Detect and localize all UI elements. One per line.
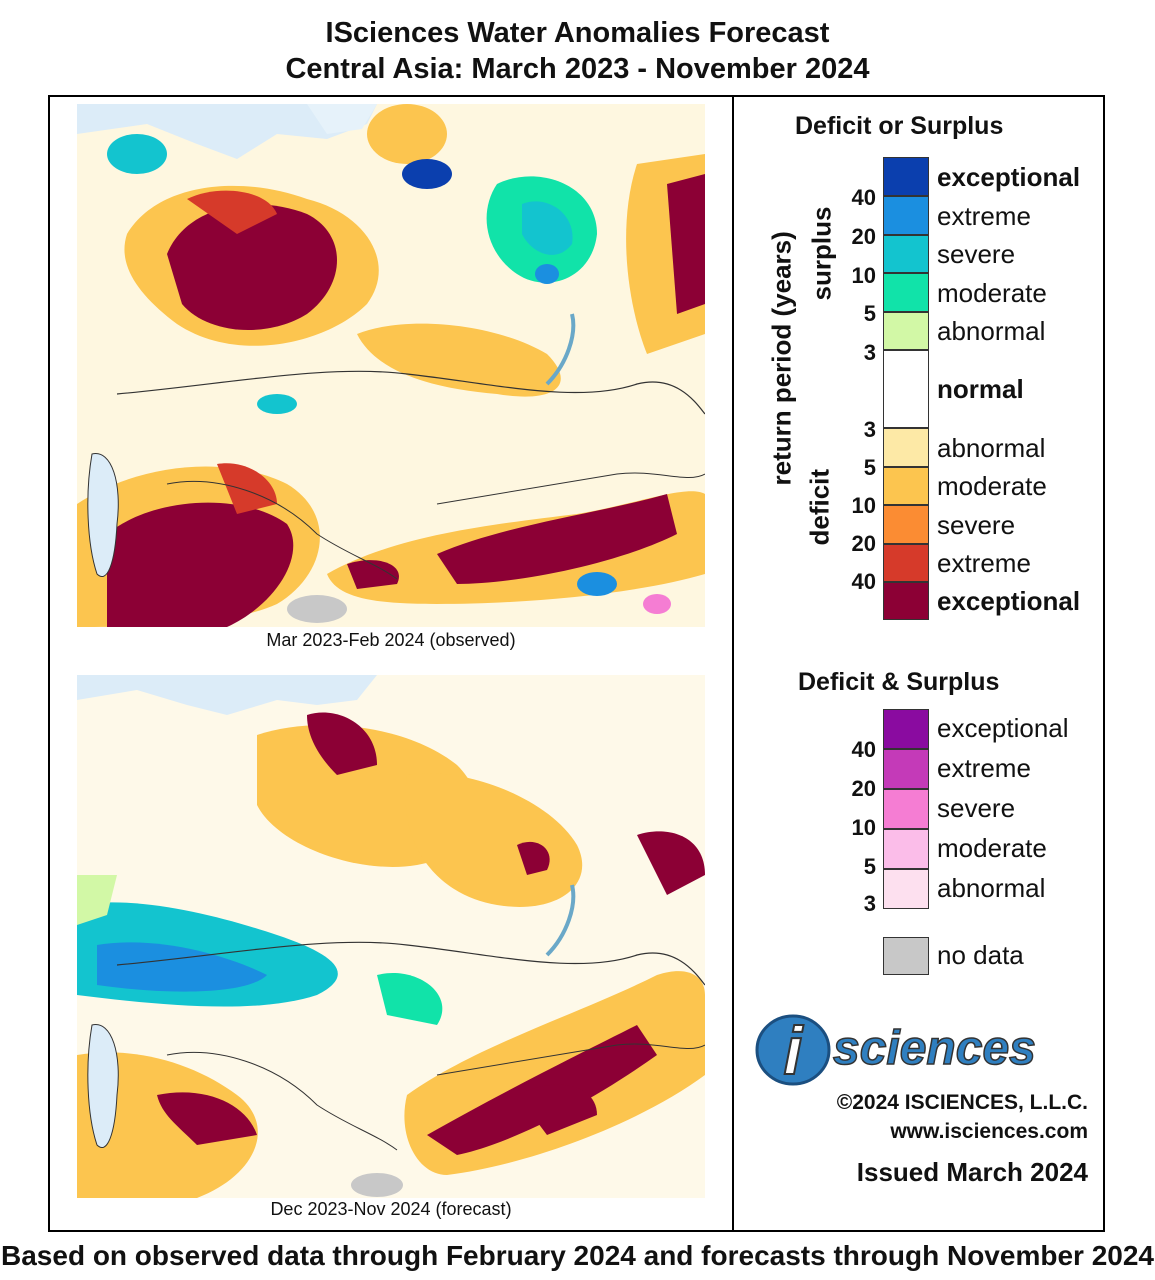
legend-axis-label: return period (years)	[766, 231, 797, 486]
legend-swatch-deficit-severe	[883, 505, 929, 544]
logo-word: sciences	[833, 1022, 1036, 1075]
forecast-map-caption: Dec 2023-Nov 2024 (forecast)	[270, 1199, 512, 1219]
legend-swatch-surplus-extreme	[883, 196, 929, 235]
legend-surplus-number: 10	[851, 263, 876, 288]
legend-surplus-number: 20	[851, 224, 876, 249]
legend-surplus-number: 5	[863, 301, 876, 326]
legend-label-normal: normal	[937, 374, 1024, 404]
legend-swatch-surplus-severe	[883, 235, 929, 273]
title-line-1: ISciences Water Anomalies Forecast	[325, 17, 830, 49]
legend-both-number: 3	[863, 891, 876, 916]
website-link[interactable]: www.isciences.com	[890, 1120, 1088, 1143]
legend-both-label-extreme: extreme	[937, 753, 1031, 783]
legend-both-label-abnormal: abnormal	[937, 873, 1046, 903]
legend-label-exceptional: exceptional	[937, 161, 1081, 192]
no-data-swatch	[883, 937, 929, 975]
panel-divider	[732, 95, 734, 1232]
footer-note: Based on observed data through February …	[1, 1240, 1154, 1271]
legend-surplus-number: 3	[863, 340, 876, 365]
legend-both-swatch-abnormal	[883, 869, 929, 909]
legend-deficit-number: 3	[863, 417, 876, 442]
observed-map-caption: Mar 2023-Feb 2024 (observed)	[266, 630, 516, 650]
legend-swatch-deficit-extreme	[883, 544, 929, 582]
legend-both-number: 5	[863, 854, 876, 879]
legend-swatch-surplus-exceptional	[883, 157, 929, 196]
legend-swatch-deficit-exceptional	[883, 582, 929, 620]
legend-both-label-exceptional: exceptional	[937, 713, 1069, 743]
legend-swatch-normal	[883, 350, 929, 428]
legend-label-abnormal: abnormal	[937, 316, 1046, 346]
legend-title: Deficit or Surplus	[795, 112, 1004, 140]
legend-swatch-surplus-moderate	[883, 273, 929, 312]
legend-both-swatch-severe	[883, 789, 929, 829]
legend-deficit-label: deficit	[804, 468, 835, 546]
isciences-logo: i sciences	[755, 1008, 1095, 1090]
legend-both-number: 20	[851, 776, 876, 801]
copyright-text: ©2024 ISCIENCES, L.L.C.	[836, 1091, 1088, 1114]
legend-both-swatch-exceptional	[883, 709, 929, 749]
legend-surplus-number: 40	[851, 185, 876, 210]
logo-letter: i	[784, 1013, 805, 1088]
legend-swatch-deficit-abnormal	[883, 428, 929, 467]
observed-anomaly-map	[77, 104, 705, 627]
legend-deficit-number: 20	[851, 531, 876, 556]
legend-label-abnormal: abnormal	[937, 432, 1046, 463]
legend-both-swatch-extreme	[883, 749, 929, 789]
legend-both-number: 10	[851, 815, 876, 840]
legend-label-extreme: extreme	[937, 548, 1031, 578]
legend-label-severe: severe	[937, 239, 1016, 269]
legend-deficit-number: 10	[851, 493, 876, 518]
legend-label-moderate: moderate	[937, 277, 1047, 308]
legend-deficit-number: 40	[851, 569, 876, 594]
legend-deficit-number: 5	[863, 455, 876, 480]
forecast-anomaly-map	[77, 675, 705, 1198]
legend-label-extreme: extreme	[937, 200, 1031, 231]
no-data-label: no data	[937, 940, 1024, 970]
title-line-2: Central Asia: March 2023 - November 2024	[285, 53, 870, 85]
legend-both-label-severe: severe	[937, 793, 1016, 823]
legend-surplus-label: surplus	[806, 206, 837, 301]
legend-swatch-deficit-moderate	[883, 467, 929, 505]
legend-both-title: Deficit & Surplus	[798, 668, 1000, 696]
legend-both-label-moderate: moderate	[937, 833, 1047, 863]
legend-swatch-surplus-abnormal	[883, 312, 929, 350]
legend-both-swatch-moderate	[883, 829, 929, 869]
legend-both-number: 40	[851, 737, 876, 762]
legend-label-moderate: moderate	[937, 471, 1047, 501]
figure-frame	[48, 95, 1105, 1232]
legend-label-severe: severe	[937, 509, 1016, 540]
issued-date: Issued March 2024	[856, 1157, 1088, 1187]
legend-label-exceptional: exceptional	[937, 586, 1081, 616]
